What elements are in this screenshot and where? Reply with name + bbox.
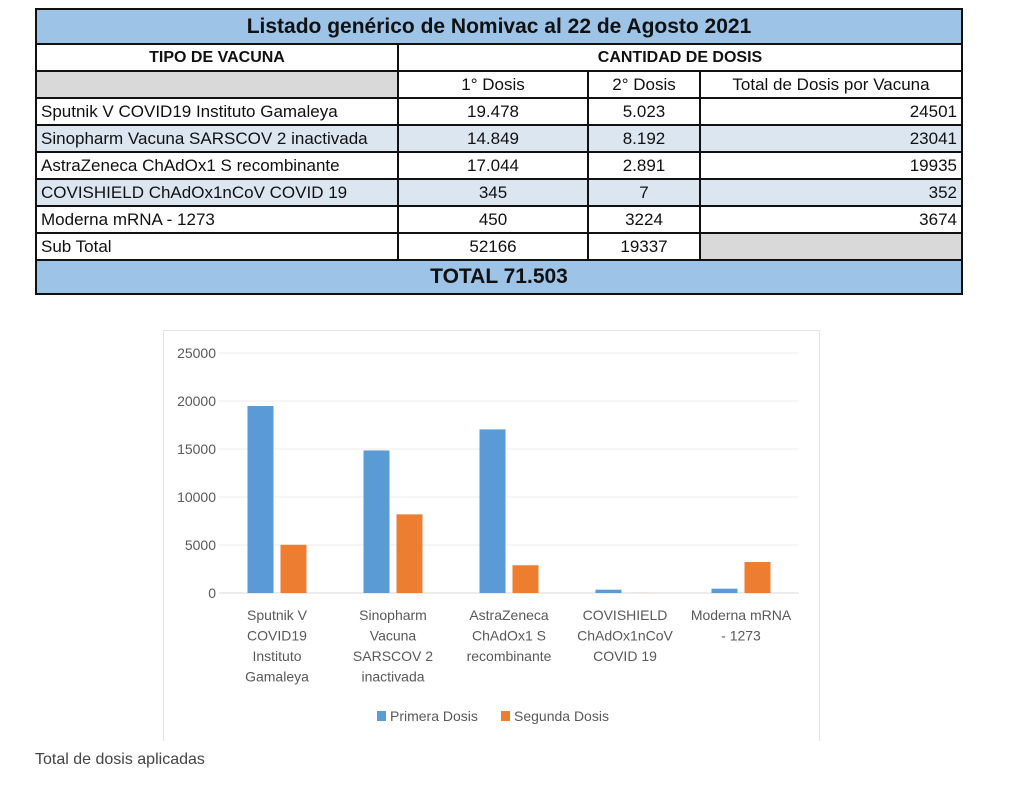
vaccine-total: 3674 (699, 205, 963, 234)
dose2: 7 (587, 178, 701, 207)
bar-primera-dosis (595, 589, 622, 593)
y-tick-label: 20000 (177, 393, 216, 409)
vaccine-name: COVISHIELD ChAdOx1nCoV COVID 19 (35, 178, 399, 207)
bar-primera-dosis (247, 406, 274, 593)
x-tick-label: Sinopharm Vacuna SARSCOV 2 inactivada (353, 607, 433, 685)
table-row: Sinopharm Vacuna SARSCOV 2 inactivada 14.… (35, 124, 963, 153)
table-row: Moderna mRNA - 1273 450 3224 3674 (35, 205, 963, 234)
bar-primera-dosis (479, 429, 506, 593)
x-tick-label: Sputnik V COVID19 Instituto Gamaleya (245, 607, 309, 685)
x-tick-label: COVISHIELD ChAdOx1nCoV COVID 19 (577, 607, 673, 664)
subtotal-d2: 19337 (587, 232, 701, 261)
dose1: 14.849 (397, 124, 589, 153)
bar-segunda-dosis (512, 565, 539, 593)
y-tick-label: 25000 (177, 345, 216, 361)
sub-header-total: Total de Dosis por Vacuna (699, 70, 963, 99)
y-tick-label: 5000 (185, 537, 216, 553)
table-row: AstraZeneca ChAdOx1 S recombinante 17.044… (35, 151, 963, 180)
bar-primera-dosis (711, 588, 738, 593)
dose2: 8.192 (587, 124, 701, 153)
dose1: 19.478 (397, 97, 589, 126)
legend-swatch (377, 711, 386, 721)
y-tick-label: 10000 (177, 489, 216, 505)
subtotal-row: Sub Total 52166 19337 (35, 232, 963, 261)
y-tick-label: 15000 (177, 441, 216, 457)
empty-cell (35, 70, 399, 99)
sub-header-d2: 2° Dosis (587, 70, 701, 99)
bar-chart: 0 5000 10000 15000 20000 25000 Sputnik V COVID1… (163, 330, 820, 741)
col-cantidad-header: CANTIDAD DE DOSIS (397, 43, 963, 72)
vaccine-name: AstraZeneca ChAdOx1 S recombinante (35, 151, 399, 180)
dose2: 5.023 (587, 97, 701, 126)
grand-total: TOTAL 71.503 (35, 259, 963, 295)
vaccine-total: 24501 (699, 97, 963, 126)
vaccine-name: Sputnik V COVID19 Instituto Gamaleya (35, 97, 399, 126)
vaccine-table: Listado genérico de Nomivac al 22 de Ago… (35, 8, 963, 295)
legend-swatch (501, 711, 510, 721)
vaccine-total: 19935 (699, 151, 963, 180)
vaccine-name: Sinopharm Vacuna SARSCOV 2 inactivada (35, 124, 399, 153)
vaccine-total: 23041 (699, 124, 963, 153)
bar-primera-dosis (363, 450, 390, 593)
subtotal-label: Sub Total (35, 232, 399, 261)
x-tick-label: Moderna mRNA - 1273 (691, 607, 792, 644)
table-title: Listado genérico de Nomivac al 22 de Ago… (35, 8, 963, 45)
bar-segunda-dosis (744, 562, 771, 593)
dose1: 450 (397, 205, 589, 234)
sub-header-d1: 1° Dosis (397, 70, 589, 99)
chart-svg: 0 5000 10000 15000 20000 25000 Sputnik V COVID1… (177, 345, 799, 724)
caption: Total de dosis aplicadas (35, 751, 205, 768)
dose2: 2.891 (587, 151, 701, 180)
dose2: 3224 (587, 205, 701, 234)
bar-segunda-dosis (396, 514, 423, 593)
dose1: 17.044 (397, 151, 589, 180)
empty-cell (699, 232, 963, 261)
y-tick-label: 0 (208, 585, 216, 601)
vaccine-name: Moderna mRNA - 1273 (35, 205, 399, 234)
bar-segunda-dosis (280, 544, 307, 593)
subtotal-d1: 52166 (397, 232, 589, 261)
dose1: 345 (397, 178, 589, 207)
vaccine-total: 352 (699, 178, 963, 207)
legend-label: Segunda Dosis (514, 708, 609, 724)
legend-label: Primera Dosis (390, 708, 478, 724)
col-tipo-header: TIPO DE VACUNA (35, 43, 399, 72)
table-row: COVISHIELD ChAdOx1nCoV COVID 19 345 7 352 (35, 178, 963, 207)
table-row: Sputnik V COVID19 Instituto Gamaleya 19.4… (35, 97, 963, 126)
